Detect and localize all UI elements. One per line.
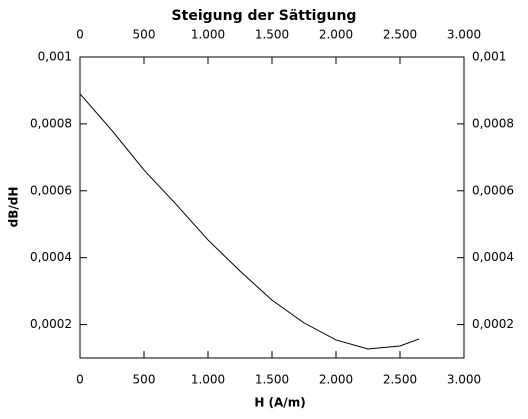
x-axis-label: H (A/m) [254, 396, 305, 410]
y-tick-label-right: 0,0004 [472, 250, 514, 264]
x-tick-label: 3.000 [447, 373, 481, 387]
y-tick-label: 0,0004 [30, 250, 72, 264]
x-tick-label: 0 [76, 373, 84, 387]
plot-frame [79, 56, 465, 359]
x-tick-label-top: 2.000 [319, 28, 353, 42]
x-tick-label-top: 500 [133, 28, 156, 42]
chart-title: Steigung der Sättigung [172, 8, 357, 24]
x-tick-label-top: 3.000 [447, 28, 481, 42]
line-series [79, 93, 420, 350]
y-tick-label-right: 0,0006 [472, 183, 514, 197]
x-tick-label: 2.000 [319, 373, 353, 387]
x-tick-label: 1.500 [255, 373, 289, 387]
y-axis-label: dB/dH [7, 187, 21, 228]
x-tick-label: 2.500 [383, 373, 417, 387]
y-tick-label: 0,001 [38, 50, 72, 64]
x-tick-label-top: 1.000 [191, 28, 225, 42]
y-tick-label-right: 0,0008 [472, 116, 514, 130]
x-tick-label-top: 2.500 [383, 28, 417, 42]
x-tick-label: 1.000 [191, 373, 225, 387]
y-tick-label: 0,0002 [30, 317, 72, 331]
x-tick-label-top: 1.500 [255, 28, 289, 42]
y-tick-label-right: 0,0002 [472, 317, 514, 331]
x-tick-label: 500 [133, 373, 156, 387]
y-tick-label: 0,0006 [30, 183, 72, 197]
y-tick-label: 0,0008 [30, 116, 72, 130]
y-tick-label-right: 0,001 [472, 50, 506, 64]
x-tick-label-top: 0 [76, 28, 84, 42]
